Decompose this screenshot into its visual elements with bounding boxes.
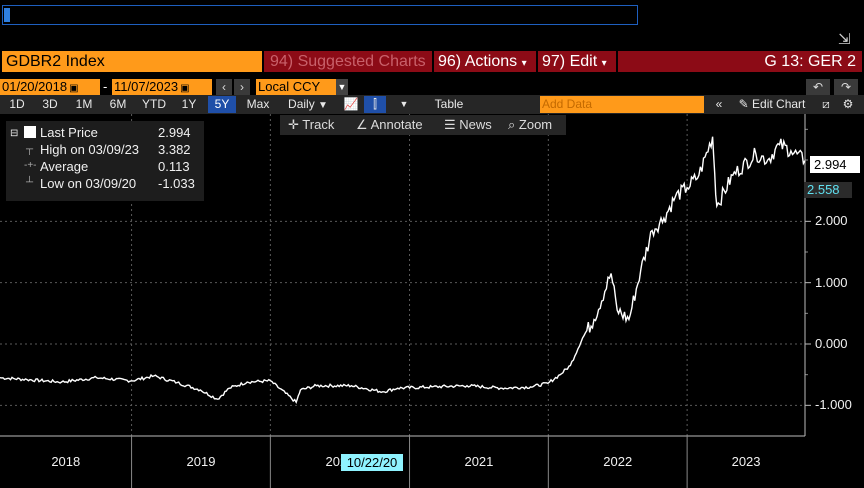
customize-icon[interactable]: ⧄: [822, 97, 830, 111]
date-cursor-tag: 10/22/20: [341, 454, 403, 471]
security-title[interactable]: GDBR2 Index: [2, 51, 262, 72]
cursor-caret: [4, 8, 10, 22]
period-1y[interactable]: 1Y: [181, 97, 197, 111]
chevron-down-icon: ▼: [318, 100, 328, 111]
edit-menu[interactable]: 97) Edit ▾: [542, 53, 607, 70]
pencil-icon: ✎: [738, 97, 749, 111]
y-tick-label: -1.000: [815, 397, 852, 413]
title-menu-bar: 94) Suggested Charts 96) Actions ▾ 97) E…: [264, 51, 862, 72]
news-icon: ☰: [444, 117, 456, 132]
add-data-input[interactable]: Add Data: [540, 96, 704, 113]
chevron-down-icon: ▼: [336, 79, 348, 95]
period-1d[interactable]: 1D: [9, 97, 25, 111]
annotate-button[interactable]: ∠ Annotate: [356, 117, 423, 132]
chevron-down-icon: ▾: [601, 58, 607, 69]
series-swatch: [24, 126, 36, 138]
x-tick-label: 2021: [464, 454, 493, 469]
crosshair-icon: ✛: [288, 117, 299, 132]
zoom-button[interactable]: ⌕ Zoom: [508, 117, 553, 132]
line-chart-icon[interactable]: 📈: [343, 97, 359, 111]
news-button[interactable]: ☰ News: [444, 117, 492, 132]
collapse-icon[interactable]: «: [715, 97, 723, 111]
start-date-field[interactable]: 01/20/2018 ▣: [0, 79, 100, 95]
legend-value-last: 2.994: [158, 125, 191, 140]
popout-icon[interactable]: ⇲: [838, 31, 851, 48]
calendar-icon: ▣: [69, 83, 79, 94]
average-marker-icon: -+-: [24, 160, 37, 171]
next-period-button[interactable]: ›: [234, 79, 250, 95]
date-separator: -: [103, 79, 108, 94]
x-tick-label: 2022: [603, 454, 632, 469]
legend-value-low: -1.033: [158, 176, 195, 191]
chart-id-label: G 13: GER 2: [764, 53, 856, 70]
period-ytd[interactable]: YTD: [142, 97, 166, 111]
currency-select[interactable]: Local CCY ▼: [256, 79, 348, 95]
price-chart[interactable]: 2018 2019 2020 2021 2022 2023: [0, 114, 864, 488]
y-tick-label: 1.000: [815, 274, 848, 290]
frequency-select[interactable]: Daily ▼: [288, 97, 328, 111]
end-date-field[interactable]: 11/07/2023 ▣: [112, 79, 212, 95]
track-button[interactable]: ✛ Track: [288, 117, 335, 132]
chevron-down-icon[interactable]: ▼: [399, 99, 409, 109]
suggested-charts-menu[interactable]: 94) Suggested Charts: [270, 53, 426, 70]
x-tick-label: 2018: [51, 454, 80, 469]
actions-menu[interactable]: 96) Actions ▾: [438, 53, 527, 70]
x-tick-label: 2019: [187, 454, 216, 469]
annotate-icon: ∠: [356, 117, 368, 132]
period-6m[interactable]: 6M: [109, 97, 127, 111]
legend-label-high: High on 03/09/23: [40, 142, 140, 157]
high-marker-icon: ┬: [26, 144, 34, 155]
x-tick-label: 2023: [732, 454, 761, 469]
redo-icon[interactable]: ↷: [834, 79, 858, 95]
chart-tools-bar: [280, 115, 566, 135]
undo-icon[interactable]: ↶: [806, 79, 830, 95]
period-max[interactable]: Max: [246, 97, 270, 111]
last-price-tag: 2.994: [810, 156, 860, 173]
price-line-series: [0, 136, 806, 405]
calendar-icon: ▣: [180, 83, 190, 94]
bar-chart-icon[interactable]: ⫿: [364, 96, 386, 113]
table-button[interactable]: Table: [434, 97, 464, 111]
legend-value-high: 3.382: [158, 142, 191, 157]
search-icon: ⌕: [508, 117, 516, 132]
edit-chart-button[interactable]: ✎ Edit Chart: [738, 97, 806, 111]
period-1m[interactable]: 1M: [75, 97, 93, 111]
secondary-value-tag: 2.558: [804, 182, 852, 198]
legend-collapse-icon: ⊟: [10, 128, 19, 139]
legend-label-last: Last Price: [40, 125, 98, 140]
low-marker-icon: ┴: [26, 177, 34, 188]
legend-label-low: Low on 03/09/20: [40, 176, 137, 191]
gear-icon[interactable]: ⚙: [842, 97, 854, 111]
y-tick-label: 0.000: [815, 336, 848, 351]
command-line[interactable]: [2, 5, 638, 25]
chevron-down-icon: ▾: [521, 58, 527, 69]
period-5y[interactable]: 5Y: [208, 96, 236, 113]
y-tick-label: 2.000: [815, 213, 848, 229]
legend-label-average: Average: [40, 159, 89, 174]
legend-value-average: 0.113: [158, 159, 190, 174]
legend-panel: ⊟ Last Price 2.994 ┬ High on 03/09/23 3.…: [6, 121, 204, 201]
prev-period-button[interactable]: ‹: [216, 79, 232, 95]
period-3d[interactable]: 3D: [42, 97, 58, 111]
